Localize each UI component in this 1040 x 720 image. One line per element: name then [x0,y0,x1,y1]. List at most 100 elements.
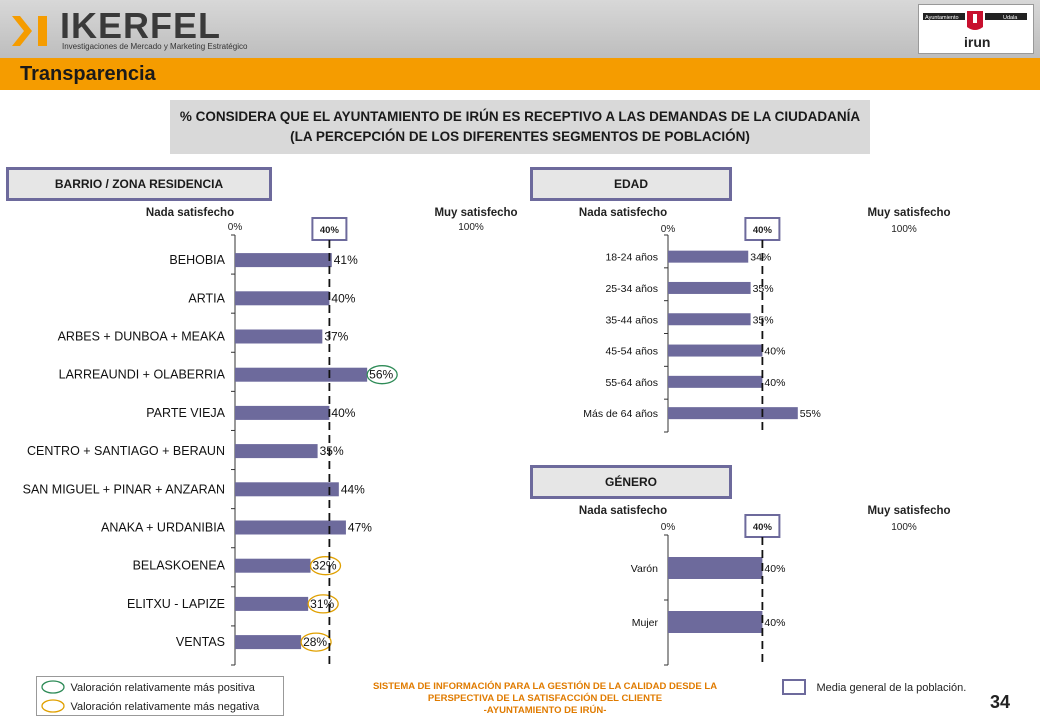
edad-category-label: 18-24 años [605,252,658,264]
edad-category-label: Más de 64 años [583,408,658,420]
brand-subtitle: Investigaciones de Mercado y Marketing E… [62,42,248,51]
barrio-category-label: ELITXU - LAPIZE [127,597,225,611]
barrio-category-label: PARTE VIEJA [146,406,225,420]
legend-mean: Media general de la población. [782,678,966,696]
section-edad: EDAD [530,167,732,201]
edad-bar [668,344,763,357]
positive-circle-icon [41,680,65,694]
legend-positive-label: Valoración relativamente más positiva [70,682,255,694]
genero-scale-right-label: Muy satisfecho [867,505,950,517]
barrio-highlight-circle [300,632,332,652]
edad-category-label: 55-64 años [605,377,658,389]
title-bar [0,58,1040,90]
genero-category-label: Varón [631,563,658,575]
barrio-value-label: 37% [324,330,348,344]
mean-box-icon [782,678,806,695]
edad-value-label: 35% [753,283,774,295]
edad-bar [668,281,751,294]
barrio-category-label: ARTIA [188,291,225,305]
barrio-bar [235,291,330,306]
barrio-category-label: VENTAS [176,635,225,649]
barrio-bar [235,520,346,535]
barrio-bar [235,635,302,650]
barrio-value-label: 31% [310,597,334,611]
edad-value-label: 34% [750,252,771,264]
logo-word-ayuntamiento: Ayuntamiento [925,15,959,21]
genero-category-label: Mujer [632,617,659,629]
edad-bar [668,407,798,420]
barrio-category-label: BELASKOENEA [133,559,226,573]
barrio-category-label: LARREAUNDI + OLABERRIA [59,368,226,382]
edad-value-label: 40% [764,346,785,358]
edad-bar [668,313,751,326]
barrio-bar [235,482,339,497]
genero-reference-label: 40% [753,522,773,533]
edad-scale-left-label: Nada satisfecho [579,207,667,219]
barrio-value-label: 47% [348,521,372,535]
barrio-bar [235,596,309,611]
footer-line-3: -AYUNTAMIENTO DE IRÚN- [483,705,607,716]
legend-negative: Valoración relativamente más negativa [40,697,259,715]
legend-negative-label: Valoración relativamente más negativa [70,701,260,713]
barrio-bar [235,329,323,344]
ikerfel-logo-icon [12,16,47,46]
genero-tick-max: 100% [891,522,917,533]
edad-bar [668,250,749,263]
barrio-category-label: ANAKA + URDANIBIA [101,521,226,535]
logo-word-irun: irun [964,34,990,50]
barrio-value-label: 28% [303,635,327,649]
barrio-value-label: 41% [334,253,358,267]
edad-tick-max: 100% [891,224,917,235]
edad-value-label: 40% [764,377,785,389]
barrio-highlight-circle [307,594,339,614]
barrio-category-label: SAN MIGUEL + PINAR + ANZARAN [23,482,225,496]
legend-positive: Valoración relativamente más positiva [40,678,255,696]
barrio-value-label: 35% [320,444,344,458]
edad-tick-min: 0% [661,224,676,235]
edad-category-label: 35-44 años [605,314,658,326]
irun-logo: Ayuntamiento Udala irun [918,4,1034,54]
barrio-tick-min: 0% [228,222,243,233]
brand-name: IKERFEL [60,5,222,46]
edad-scale-right-label: Muy satisfecho [867,207,950,219]
barrio-bar [235,558,311,573]
barrio-bar [235,405,330,420]
genero-scale-left-label: Nada satisfecho [579,505,667,517]
barrio-category-label: ARBES + DUNBOA + MEAKA [58,330,226,344]
genero-value-label: 40% [764,563,785,575]
barrio-category-label: BEHOBIA [169,253,225,267]
footer-line-1: SISTEMA DE INFORMACIÓN PARA LA GESTIÓN D… [372,681,718,692]
negative-circle-icon [41,699,65,713]
edad-bar [668,375,763,388]
barrio-value-label: 44% [341,482,365,496]
edad-reference-label: 40% [753,225,773,236]
barrio-value-label: 40% [331,291,355,305]
barrio-scale-right-label: Muy satisfecho [434,207,517,219]
genero-bar [668,557,763,579]
page-title: Transparencia [20,63,156,85]
legend-mean-label: Media general de la población. [816,682,967,694]
barrio-tick-max: 100% [458,222,484,233]
question-box: % CONSIDERA QUE EL AYUNTAMIENTO DE IRÚN … [170,100,870,154]
footer-text: SISTEMA DE INFORMACIÓN PARA LA GESTIÓN D… [300,681,790,717]
header-band [0,0,1040,58]
edad-value-label: 55% [800,408,821,420]
barrio-highlight-circle [309,556,342,576]
barrio-scale-left-label: Nada satisfecho [146,207,234,219]
barrio-value-label: 32% [313,559,337,573]
barrio-bar [235,253,332,268]
legend-frame [36,676,284,716]
barrio-reference-label: 40% [320,225,340,236]
page-number: 34 [990,692,1011,712]
genero-value-label: 40% [764,617,785,629]
barrio-bar [235,444,318,459]
barrio-category-label: CENTRO + SANTIAGO + BERAUN [27,444,225,458]
barrio-value-label: 56% [369,368,393,382]
edad-category-label: 45-54 años [605,346,658,358]
logo-word-udala: Udala [1003,15,1018,21]
section-barrio: BARRIO / ZONA RESIDENCIA [6,167,272,201]
genero-bar [668,611,763,633]
footer-line-2: PERSPECTIVA DE LA SATISFACCIÓN DEL CLIEN… [427,693,663,704]
barrio-highlight-circle [366,365,398,385]
